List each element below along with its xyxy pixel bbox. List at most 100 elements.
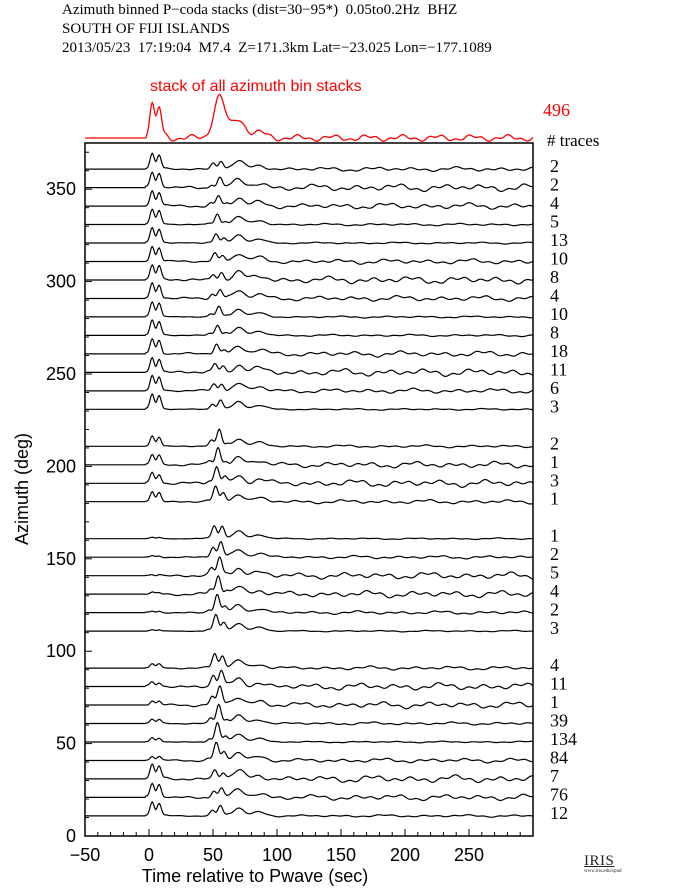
azimuth-trace [85, 300, 534, 319]
trace-count: 18 [550, 341, 568, 361]
azimuth-trace [85, 541, 534, 560]
trace-count: 134 [550, 729, 577, 749]
azimuth-trace [85, 447, 534, 469]
azimuth-trace [85, 189, 534, 210]
trace-count: 2 [550, 175, 559, 195]
trace-count: 13 [550, 230, 568, 250]
x-tick-label: 0 [144, 845, 154, 865]
azimuth-trace [85, 392, 533, 411]
trace-count: 4 [550, 285, 559, 305]
trace-count: 5 [550, 563, 559, 583]
azimuth-trace [85, 171, 534, 193]
trace-count: 11 [550, 359, 567, 379]
stack-label: stack of all azimuth bin stacks [150, 78, 362, 95]
y-tick-label: 250 [46, 364, 76, 384]
trace-count: 3 [550, 396, 559, 416]
trace-count: 1 [550, 526, 559, 546]
trace-count: 10 [550, 304, 568, 324]
azimuth-trace [85, 356, 534, 377]
azimuth-trace [85, 263, 534, 285]
azimuth-trace [85, 525, 534, 541]
x-axis-label: Time relative to Pwave (sec) [142, 866, 368, 886]
y-tick-label: 0 [66, 826, 76, 846]
traces-caption: # traces [547, 131, 599, 150]
x-tick-label: −50 [70, 845, 101, 865]
x-tick-label: 100 [262, 845, 292, 865]
azimuth-trace [85, 152, 534, 172]
trace-count: 1 [550, 692, 559, 712]
trace-count: 10 [550, 249, 568, 269]
trace-count: 1 [550, 489, 559, 509]
y-tick-label: 350 [46, 179, 76, 199]
plot-frame [84, 142, 534, 837]
y-tick-label: 300 [46, 272, 76, 292]
trace-count: 4 [550, 655, 559, 675]
azimuth-trace [85, 281, 534, 302]
trace-count: 5 [550, 212, 559, 232]
x-tick-label: 250 [454, 845, 484, 865]
azimuth-trace [85, 741, 534, 764]
trace-counts-group: 2245131084108181163213112542341113913484… [550, 156, 577, 823]
trace-count: 1 [550, 452, 559, 472]
trace-count: 8 [550, 267, 559, 287]
azimuth-trace [85, 575, 534, 599]
logo-url: www.iris.edu/spud [584, 869, 622, 874]
trace-count: 6 [550, 378, 559, 398]
x-axis: −50 0 50 100 150 200 250 [70, 829, 534, 865]
stack-trace [85, 93, 534, 142]
trace-count: 2 [550, 544, 559, 564]
trace-count: 12 [550, 803, 568, 823]
azimuth-trace [85, 319, 533, 338]
azimuth-trace [85, 485, 534, 505]
azimuth-trace [85, 652, 534, 671]
azimuth-trace [85, 685, 534, 710]
trace-count: 39 [550, 711, 568, 731]
stack-count: 496 [543, 100, 570, 120]
logo-name: IRIS [584, 853, 615, 869]
y-tick-label: 50 [56, 734, 76, 754]
azimuth-trace [85, 226, 534, 245]
azimuth-trace [85, 465, 534, 489]
azimuth-trace [85, 782, 534, 802]
azimuth-trace [85, 374, 534, 394]
trace-count: 76 [550, 784, 568, 804]
trace-count: 11 [550, 674, 567, 694]
azimuth-trace [85, 613, 534, 633]
y-tick-label: 100 [46, 641, 76, 661]
x-tick-label: 150 [326, 845, 356, 865]
traces-group [85, 152, 534, 818]
azimuth-trace [85, 763, 533, 784]
x-tick-label: 200 [390, 845, 420, 865]
azimuth-trace [85, 556, 534, 580]
trace-count: 2 [550, 156, 559, 176]
y-tick-label: 200 [46, 456, 76, 476]
trace-count: 8 [550, 322, 559, 342]
azimuth-trace [85, 721, 533, 744]
azimuth-trace [85, 245, 534, 265]
trace-count: 7 [550, 766, 559, 786]
chart-title: Azimuth binned P−coda stacks (dist=30−95… [62, 2, 458, 18]
azimuth-trace [85, 208, 534, 227]
trace-count: 84 [550, 747, 568, 767]
azimuth-trace [85, 593, 534, 615]
stack-trace-group [85, 93, 534, 142]
y-tick-label: 150 [46, 549, 76, 569]
iris-logo: IRIS www.iris.edu/spud [584, 853, 621, 874]
azimuth-trace [85, 703, 534, 726]
y-axis-label: Azimuth (deg) [12, 433, 32, 545]
azimuth-trace [85, 337, 534, 358]
azimuth-trace [85, 800, 534, 818]
azimuth-trace [85, 428, 533, 449]
x-tick-label: 50 [203, 845, 223, 865]
trace-count: 4 [550, 193, 559, 213]
trace-count: 4 [550, 581, 559, 601]
y-axis: 0 50 100 150 200 250 300 350 [46, 151, 92, 846]
event-region: SOUTH OF FIJI ISLANDS [62, 21, 230, 37]
trace-count: 2 [550, 600, 559, 620]
trace-count: 2 [550, 433, 559, 453]
event-details: 2013/05/23 17:19:04 M7.4 Z=171.3km Lat=−… [62, 40, 492, 56]
trace-count: 3 [550, 618, 559, 638]
azimuth-trace [85, 669, 534, 691]
trace-count: 3 [550, 470, 559, 490]
